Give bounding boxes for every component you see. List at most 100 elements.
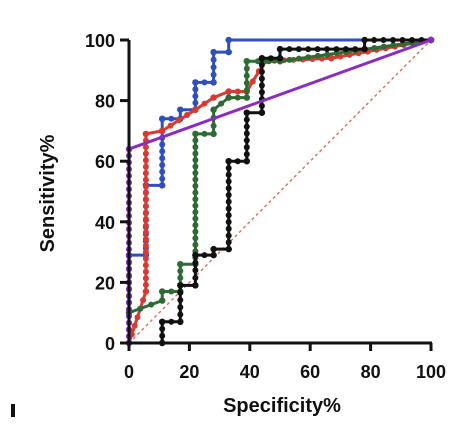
y-tick-label-40: 40	[95, 213, 115, 233]
series-2-point	[371, 45, 378, 51]
series-2-point	[286, 56, 293, 63]
series-3-point	[380, 37, 387, 43]
series-1-point	[142, 255, 149, 262]
series-1-vertex-4	[192, 106, 199, 113]
reference-layer	[128, 39, 432, 344]
series-3-point	[243, 116, 250, 123]
series-3-point	[225, 192, 232, 198]
series-2-vertex-4	[177, 261, 184, 268]
series-2-point	[243, 72, 250, 79]
series-1-point	[142, 144, 149, 151]
series-1-point	[184, 112, 191, 118]
series-1-point	[142, 216, 149, 223]
series-3-vertex-12	[258, 109, 266, 116]
series-2-point	[390, 42, 397, 49]
series-3	[159, 36, 435, 347]
series-2-point	[148, 301, 155, 308]
series-3-point	[409, 37, 415, 43]
series-3-point	[234, 158, 241, 165]
series-2-point	[243, 80, 250, 86]
series-2	[125, 36, 435, 316]
axes-layer	[127, 40, 432, 345]
series-3-vertex-6	[210, 251, 217, 259]
series-3-vertex-14	[276, 55, 284, 62]
series-2-point	[314, 52, 321, 59]
series-3-point	[352, 46, 359, 53]
series-0-point	[168, 115, 175, 122]
series-3-point	[371, 37, 378, 43]
series-1-point	[249, 78, 256, 85]
series-2-point	[192, 189, 199, 196]
series-2-vertex-9	[225, 94, 232, 101]
series-0-point	[210, 64, 217, 71]
series-3-point	[177, 297, 184, 303]
series-2-point	[137, 305, 144, 312]
series-1-point	[140, 297, 147, 304]
series-3-point	[225, 205, 232, 212]
series-3-point	[390, 37, 396, 43]
series-2-point	[305, 54, 312, 61]
series-1-point	[142, 203, 149, 210]
y-tick-label-60: 60	[95, 152, 115, 172]
series-3-point	[201, 252, 208, 259]
series-3-vertex-16	[361, 45, 368, 53]
series-3-vertex-10	[243, 158, 250, 165]
series-2-vertex-8	[210, 106, 217, 113]
series-2-point	[324, 51, 331, 58]
series-3-point	[243, 123, 250, 130]
series-0-vertex-11	[210, 79, 217, 86]
series-3-point	[243, 144, 250, 151]
series-0-vertex-8	[177, 106, 184, 113]
series-1-point	[142, 163, 149, 170]
series-1-point	[167, 122, 174, 129]
series-0-vertex-13	[225, 48, 232, 56]
series-1-point	[142, 281, 149, 288]
series-2-point	[192, 150, 199, 157]
series-1-point	[142, 150, 149, 157]
y-tick-label-80: 80	[95, 92, 115, 112]
ticks-layer: 0 20 40 60 80 100 0 20 40 60 80 100	[85, 31, 446, 382]
series-3-point	[225, 232, 232, 239]
series-3-point	[192, 259, 199, 266]
series-3-point	[295, 46, 302, 53]
series-2-vertex-6	[192, 130, 199, 138]
series-2-point	[192, 228, 199, 235]
series-2-point	[210, 122, 217, 129]
series-2-point	[192, 137, 199, 144]
x-tick-label-100: 100	[416, 362, 446, 382]
series-2-vertex-2	[159, 288, 166, 295]
series-3-vertex-8	[225, 245, 232, 253]
series-1-point	[142, 176, 149, 183]
series-1-point	[142, 242, 149, 249]
series-3-point	[225, 219, 232, 225]
series-3-vertex-11	[243, 109, 250, 116]
y-tick-label-100: 100	[85, 31, 115, 51]
series-3-point	[399, 37, 406, 43]
series-2-point	[192, 196, 199, 203]
series-3-point	[225, 239, 232, 246]
series-0-point	[159, 141, 166, 148]
series-2-point	[380, 43, 387, 50]
series-3-point	[168, 318, 175, 325]
series-2-point	[295, 55, 302, 62]
series-3-vertex-13	[258, 55, 266, 62]
series-2-point	[192, 215, 199, 222]
series-3-point	[243, 151, 250, 158]
y-tick-label-0: 0	[105, 334, 115, 354]
series-3-point	[225, 198, 232, 205]
series-3-point	[159, 332, 166, 339]
series-2-vertex-1	[159, 297, 166, 304]
series-3-vertex-5	[192, 251, 199, 259]
x-tick-label-0: 0	[124, 362, 134, 382]
series-3-point	[258, 82, 265, 89]
series-0-vertex-4	[159, 182, 166, 189]
series-0-vertex-10	[192, 79, 199, 86]
series-1-point	[234, 88, 241, 95]
series-1-point	[131, 322, 138, 329]
x-tick-label-60: 60	[300, 362, 320, 382]
series-1-point	[142, 209, 149, 216]
series-2-point	[168, 288, 175, 295]
series-4-line	[127, 38, 432, 343]
